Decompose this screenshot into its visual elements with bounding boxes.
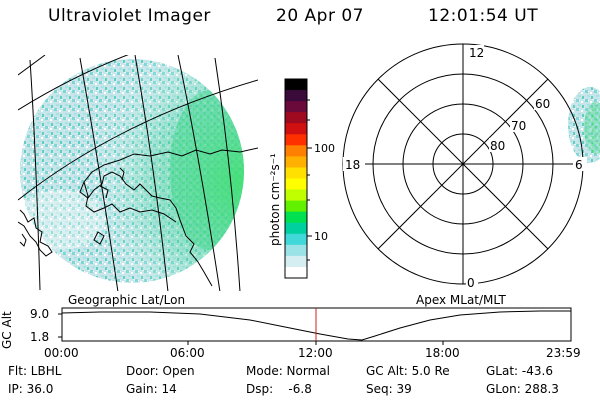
- seq-info: Seq: 39: [366, 382, 412, 396]
- colorbar-unit-label: photon cm⁻²s⁻¹: [268, 153, 282, 246]
- instrument-title: Ultraviolet Imager: [48, 6, 211, 26]
- colorbar-stripe: [285, 101, 307, 113]
- colorbar-stripe: [285, 211, 307, 224]
- colorbar-tick-10: 10: [314, 230, 328, 243]
- altitude-timeline: [58, 307, 572, 345]
- time-tick-2359: 23:59: [546, 346, 581, 360]
- mlt-label-12: 12: [469, 46, 484, 60]
- polar-edge-emission: [568, 87, 600, 163]
- colorbar-stripe: [285, 233, 307, 246]
- intensity-colorbar: 100 10 photon cm⁻²s⁻¹: [268, 78, 335, 279]
- date-label: 20 Apr 07: [276, 6, 364, 26]
- time-label: 12:01:54 UT: [428, 6, 539, 26]
- time-tick-1200: 12:00: [298, 346, 333, 360]
- ip-info: IP: 36.0: [8, 382, 54, 396]
- colorbar-stripe: [285, 266, 307, 279]
- altitude-curve: [61, 310, 571, 341]
- mlat-label-70: 70: [511, 119, 526, 133]
- mlt-label-0: 0: [467, 276, 475, 290]
- filter-info: Flt: LBHL: [8, 364, 62, 378]
- mlat-label-80: 80: [490, 139, 505, 153]
- time-tick-0600: 06:00: [170, 346, 205, 360]
- glon-info: GLon: 288.3: [486, 382, 559, 396]
- colorbar-stripe: [285, 123, 307, 135]
- colorbar-stripe: [285, 255, 307, 268]
- altitude-ylabel: GC Alt: [0, 311, 14, 349]
- time-tick-0000: 00:00: [44, 346, 79, 360]
- lat-lon-grid: [18, 55, 258, 291]
- colorbar-stripe: [285, 112, 307, 124]
- colorbar-stripe: [285, 167, 307, 180]
- colorbar-stripe: [285, 189, 307, 202]
- colorbar-stripe: [285, 156, 307, 169]
- colorbar-stripe: [285, 222, 307, 235]
- colorbar-stripe: [285, 79, 307, 91]
- colorbar-stripe: [285, 145, 307, 157]
- colorbar-tick-100: 100: [314, 142, 335, 155]
- glat-info: GLat: -43.6: [486, 364, 553, 378]
- mlat-label-60: 60: [535, 97, 550, 111]
- polar-mlt-plot: 12 18 6 0 80 70 60: [342, 43, 600, 290]
- gain-info: Gain: 14: [126, 382, 177, 396]
- mlt-label-18: 18: [345, 158, 360, 172]
- geographic-map-panel: [18, 55, 258, 291]
- altitude-ytick-low: 1.8: [30, 330, 50, 344]
- geographic-panel-label: Geographic Lat/Lon: [68, 293, 186, 307]
- colorbar-stripe: [285, 90, 307, 102]
- coastline: [18, 147, 258, 287]
- time-tick-1800: 18:00: [425, 346, 460, 360]
- mode-info: Mode: Normal: [246, 364, 330, 378]
- colorbar-stripe: [285, 200, 307, 213]
- door-info: Door: Open: [126, 364, 195, 378]
- apex-panel-label: Apex MLat/MLT: [416, 293, 506, 307]
- colorbar-stripe: [285, 244, 307, 257]
- mlt-label-6: 6: [575, 158, 583, 172]
- polar-grid: [342, 43, 584, 285]
- altitude-ytick-high: 9.0: [30, 307, 50, 321]
- colorbar-stripe: [285, 134, 307, 146]
- gc-alt-info: GC Alt: 5.0 Re: [366, 364, 450, 378]
- dsp-info: Dsp: -6.8: [246, 382, 312, 396]
- colorbar-stripe: [285, 178, 307, 191]
